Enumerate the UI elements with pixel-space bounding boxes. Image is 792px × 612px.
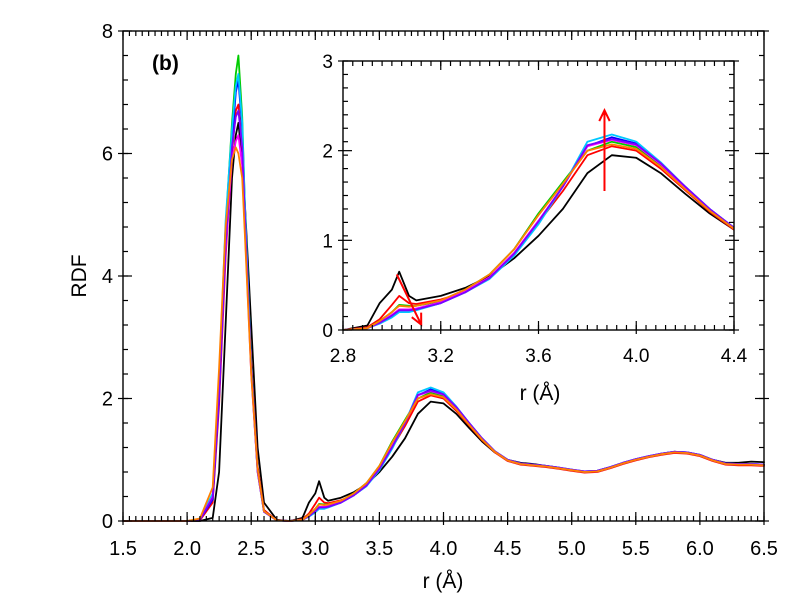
inset-x-tick-label: 4.4 <box>721 346 748 367</box>
main-x-tick-labels: 1.5 2.0 2.5 3.0 3.5 4.0 4.5 5.0 5.5 6.0 6.5 <box>109 538 778 560</box>
main-y-tick-label: 2 <box>102 389 113 411</box>
main-plot-frame <box>122 30 765 522</box>
main-y-tick-labels: 0 2 4 6 8 <box>102 21 113 533</box>
main-plot: 1.5 2.0 2.5 3.0 3.5 4.0 4.5 5.0 5.5 6.0 6.5 02468 … <box>68 21 778 593</box>
inset-arrows-group <box>395 108 611 327</box>
main-tick-marks <box>118 30 769 525</box>
inset-x-tick-labels: 2.8 3.2 3.6 4.0 4.4 <box>330 346 748 367</box>
inset-background <box>343 61 734 330</box>
inset-y-tick-label: 0 <box>322 321 333 342</box>
inset-x-tick-label: 3.2 <box>428 346 454 367</box>
inset-y-tick-label: 1 <box>322 231 333 252</box>
main-x-tick-label: 6.0 <box>686 538 714 560</box>
main-series-group <box>122 54 765 522</box>
main-y-tick-label: 8 <box>102 21 113 43</box>
arrow-head <box>411 312 423 327</box>
inset-x-axis-title: r (Å) <box>520 382 561 405</box>
main-x-tick-label: 2.5 <box>237 538 265 560</box>
main-series-orange <box>122 146 765 522</box>
panel-label: (b) <box>152 52 179 75</box>
inset-series-cyan <box>343 133 734 330</box>
main-y-tick-label: 6 <box>102 144 113 166</box>
main-x-tick-label: 5.5 <box>622 538 650 560</box>
main-x-tick-label: 4.0 <box>430 538 458 560</box>
inset-plot-frame <box>342 60 735 331</box>
inset-series-group <box>343 133 734 330</box>
main-x-tick-label: 6.5 <box>750 538 778 560</box>
arrow-head <box>598 108 611 122</box>
main-y-axis-title: RDF <box>68 254 91 297</box>
inset-x-tick-label: 3.6 <box>525 346 551 367</box>
inset-series-purple <box>343 138 734 330</box>
inset-series-orange <box>343 143 734 330</box>
inset-x-tick-label: 2.8 <box>330 346 356 367</box>
arrow-shaft <box>395 273 423 326</box>
main-x-tick-label: 5.0 <box>558 538 586 560</box>
inset-arrow-up <box>598 108 611 192</box>
main-x-tick-label: 4.5 <box>494 538 522 560</box>
inset-y-tick-label: 3 <box>322 52 333 73</box>
inset-y-tick-labels: 0 1 2 3 <box>322 52 333 342</box>
main-x-tick-label: 2.0 <box>173 538 201 560</box>
inset-y-tick-label: 2 <box>322 142 333 163</box>
main-x-axis-title: r (Å) <box>423 570 464 593</box>
main-x-tick-label: 3.5 <box>365 538 393 560</box>
inset-x-tick-label: 4.0 <box>623 346 649 367</box>
main-y-tick-label: 4 <box>102 266 113 288</box>
main-x-tick-label: 1.5 <box>109 538 137 560</box>
main-x-tick-label: 3.0 <box>301 538 329 560</box>
inset-arrow-down <box>395 273 423 327</box>
inset-plot: 2.8 3.2 3.6 4.0 4.4 0 1 2 3 r (Å) <box>322 52 747 405</box>
inset-tick-marks <box>338 60 739 334</box>
main-y-tick-label: 0 <box>102 511 113 533</box>
